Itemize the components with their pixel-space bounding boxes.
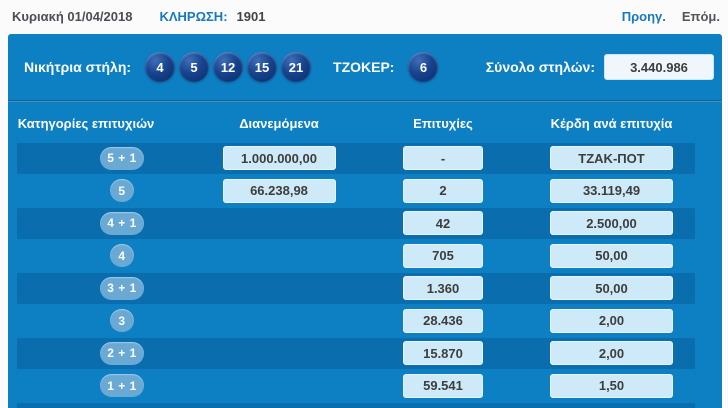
winners-value: 42	[403, 211, 483, 236]
distributed-value: 1.000.000,00	[222, 146, 336, 171]
lottery-ball: 5	[179, 52, 210, 82]
draw-label: ΚΛΗΡΩΣΗ:	[159, 9, 228, 24]
category-badge: 5	[110, 179, 134, 203]
table-row: 1 + 1 59.541 1,50	[8, 370, 722, 403]
draw-date: Κυριακή 01/04/2018	[12, 9, 133, 24]
table-row: 3 28.436 2,00	[8, 305, 722, 338]
winning-balls: 4 5 12 15 21	[145, 52, 312, 82]
joker-ball: 6	[408, 52, 439, 82]
prize-table: 5 + 1 1.000.000,00 - ΤΖΑΚ-ΠΟΤ 5 66.238,9…	[8, 142, 722, 402]
prize-value: 2,00	[550, 341, 673, 366]
header-separator	[8, 100, 722, 102]
winners-value: -	[403, 146, 483, 171]
header-distributed: Διανεμόμενα	[239, 115, 319, 131]
category-badge: 4 + 1	[100, 211, 144, 235]
table-row: 4 + 1 42 2.500,00	[8, 207, 722, 240]
category-badge: 2 + 1	[100, 341, 144, 365]
header-winners: Επιτυχίες	[413, 115, 473, 131]
lottery-ball: 12	[213, 52, 244, 82]
joker-label: ΤΖΟΚΕΡ:	[333, 59, 395, 75]
table-row: 5 66.238,98 2 33.119,49	[8, 175, 722, 208]
table-row: 5 + 1 1.000.000,00 - ΤΖΑΚ-ΠΟΤ	[8, 142, 722, 175]
category-badge: 1 + 1	[100, 374, 144, 398]
totals-group: Σύνολο στηλών: 3.440.986	[486, 54, 718, 80]
header-prize: Κέρδη ανά επιτυχία	[550, 115, 673, 131]
table-row: 4 705 50,00	[8, 240, 722, 273]
winning-column-label: Νικήτρια στήλη:	[24, 59, 132, 75]
table-row: 3 + 1 1.360 50,00	[8, 272, 722, 305]
table-header: Κατηγορίες επιτυχιών Διανεμόμενα Επιτυχί…	[8, 104, 722, 142]
lottery-ball: 21	[281, 52, 312, 82]
winners-value: 28.436	[403, 308, 483, 333]
row-stripe-partial	[17, 403, 695, 408]
table-row: 2 + 1 15.870 2,00	[8, 337, 722, 370]
lottery-ball: 15	[247, 52, 278, 82]
next-draw-link[interactable]: Επόμ.	[681, 9, 720, 24]
prize-value: ΤΖΑΚ-ΠΟΤ	[550, 146, 673, 171]
previous-draw-link[interactable]: Προηγ.	[621, 9, 666, 24]
prize-value: 1,50	[550, 373, 673, 398]
total-columns-value: 3.440.986	[604, 54, 714, 80]
prize-value: 50,00	[550, 243, 673, 268]
prize-value: 2.500,00	[550, 211, 673, 236]
winners-value: 705	[403, 243, 483, 268]
winners-value: 15.870	[403, 341, 483, 366]
distributed-value: 66.238,98	[222, 178, 336, 203]
winners-value: 59.541	[403, 373, 483, 398]
prize-value: 33.119,49	[550, 178, 673, 203]
winning-numbers-row: Νικήτρια στήλη: 4 5 12 15 21 ΤΖΟΚΕΡ: 6 Σ…	[8, 34, 722, 100]
category-badge: 4	[110, 244, 134, 268]
lottery-ball: 4	[145, 52, 176, 82]
results-panel: Νικήτρια στήλη: 4 5 12 15 21 ΤΖΟΚΕΡ: 6 Σ…	[8, 34, 722, 408]
prize-value: 50,00	[550, 276, 673, 301]
category-badge: 3 + 1	[100, 276, 144, 300]
total-columns-label: Σύνολο στηλών:	[485, 59, 595, 75]
category-badge: 3	[110, 309, 134, 333]
draw-number: 1901	[236, 9, 266, 24]
winners-value: 1.360	[403, 276, 483, 301]
top-bar: Κυριακή 01/04/2018 ΚΛΗΡΩΣΗ: 1901 Προηγ. …	[0, 0, 728, 33]
winners-value: 2	[403, 178, 483, 203]
header-categories: Κατηγορίες επιτυχιών	[17, 115, 155, 131]
prize-value: 2,00	[550, 308, 673, 333]
category-badge: 5 + 1	[100, 146, 144, 170]
